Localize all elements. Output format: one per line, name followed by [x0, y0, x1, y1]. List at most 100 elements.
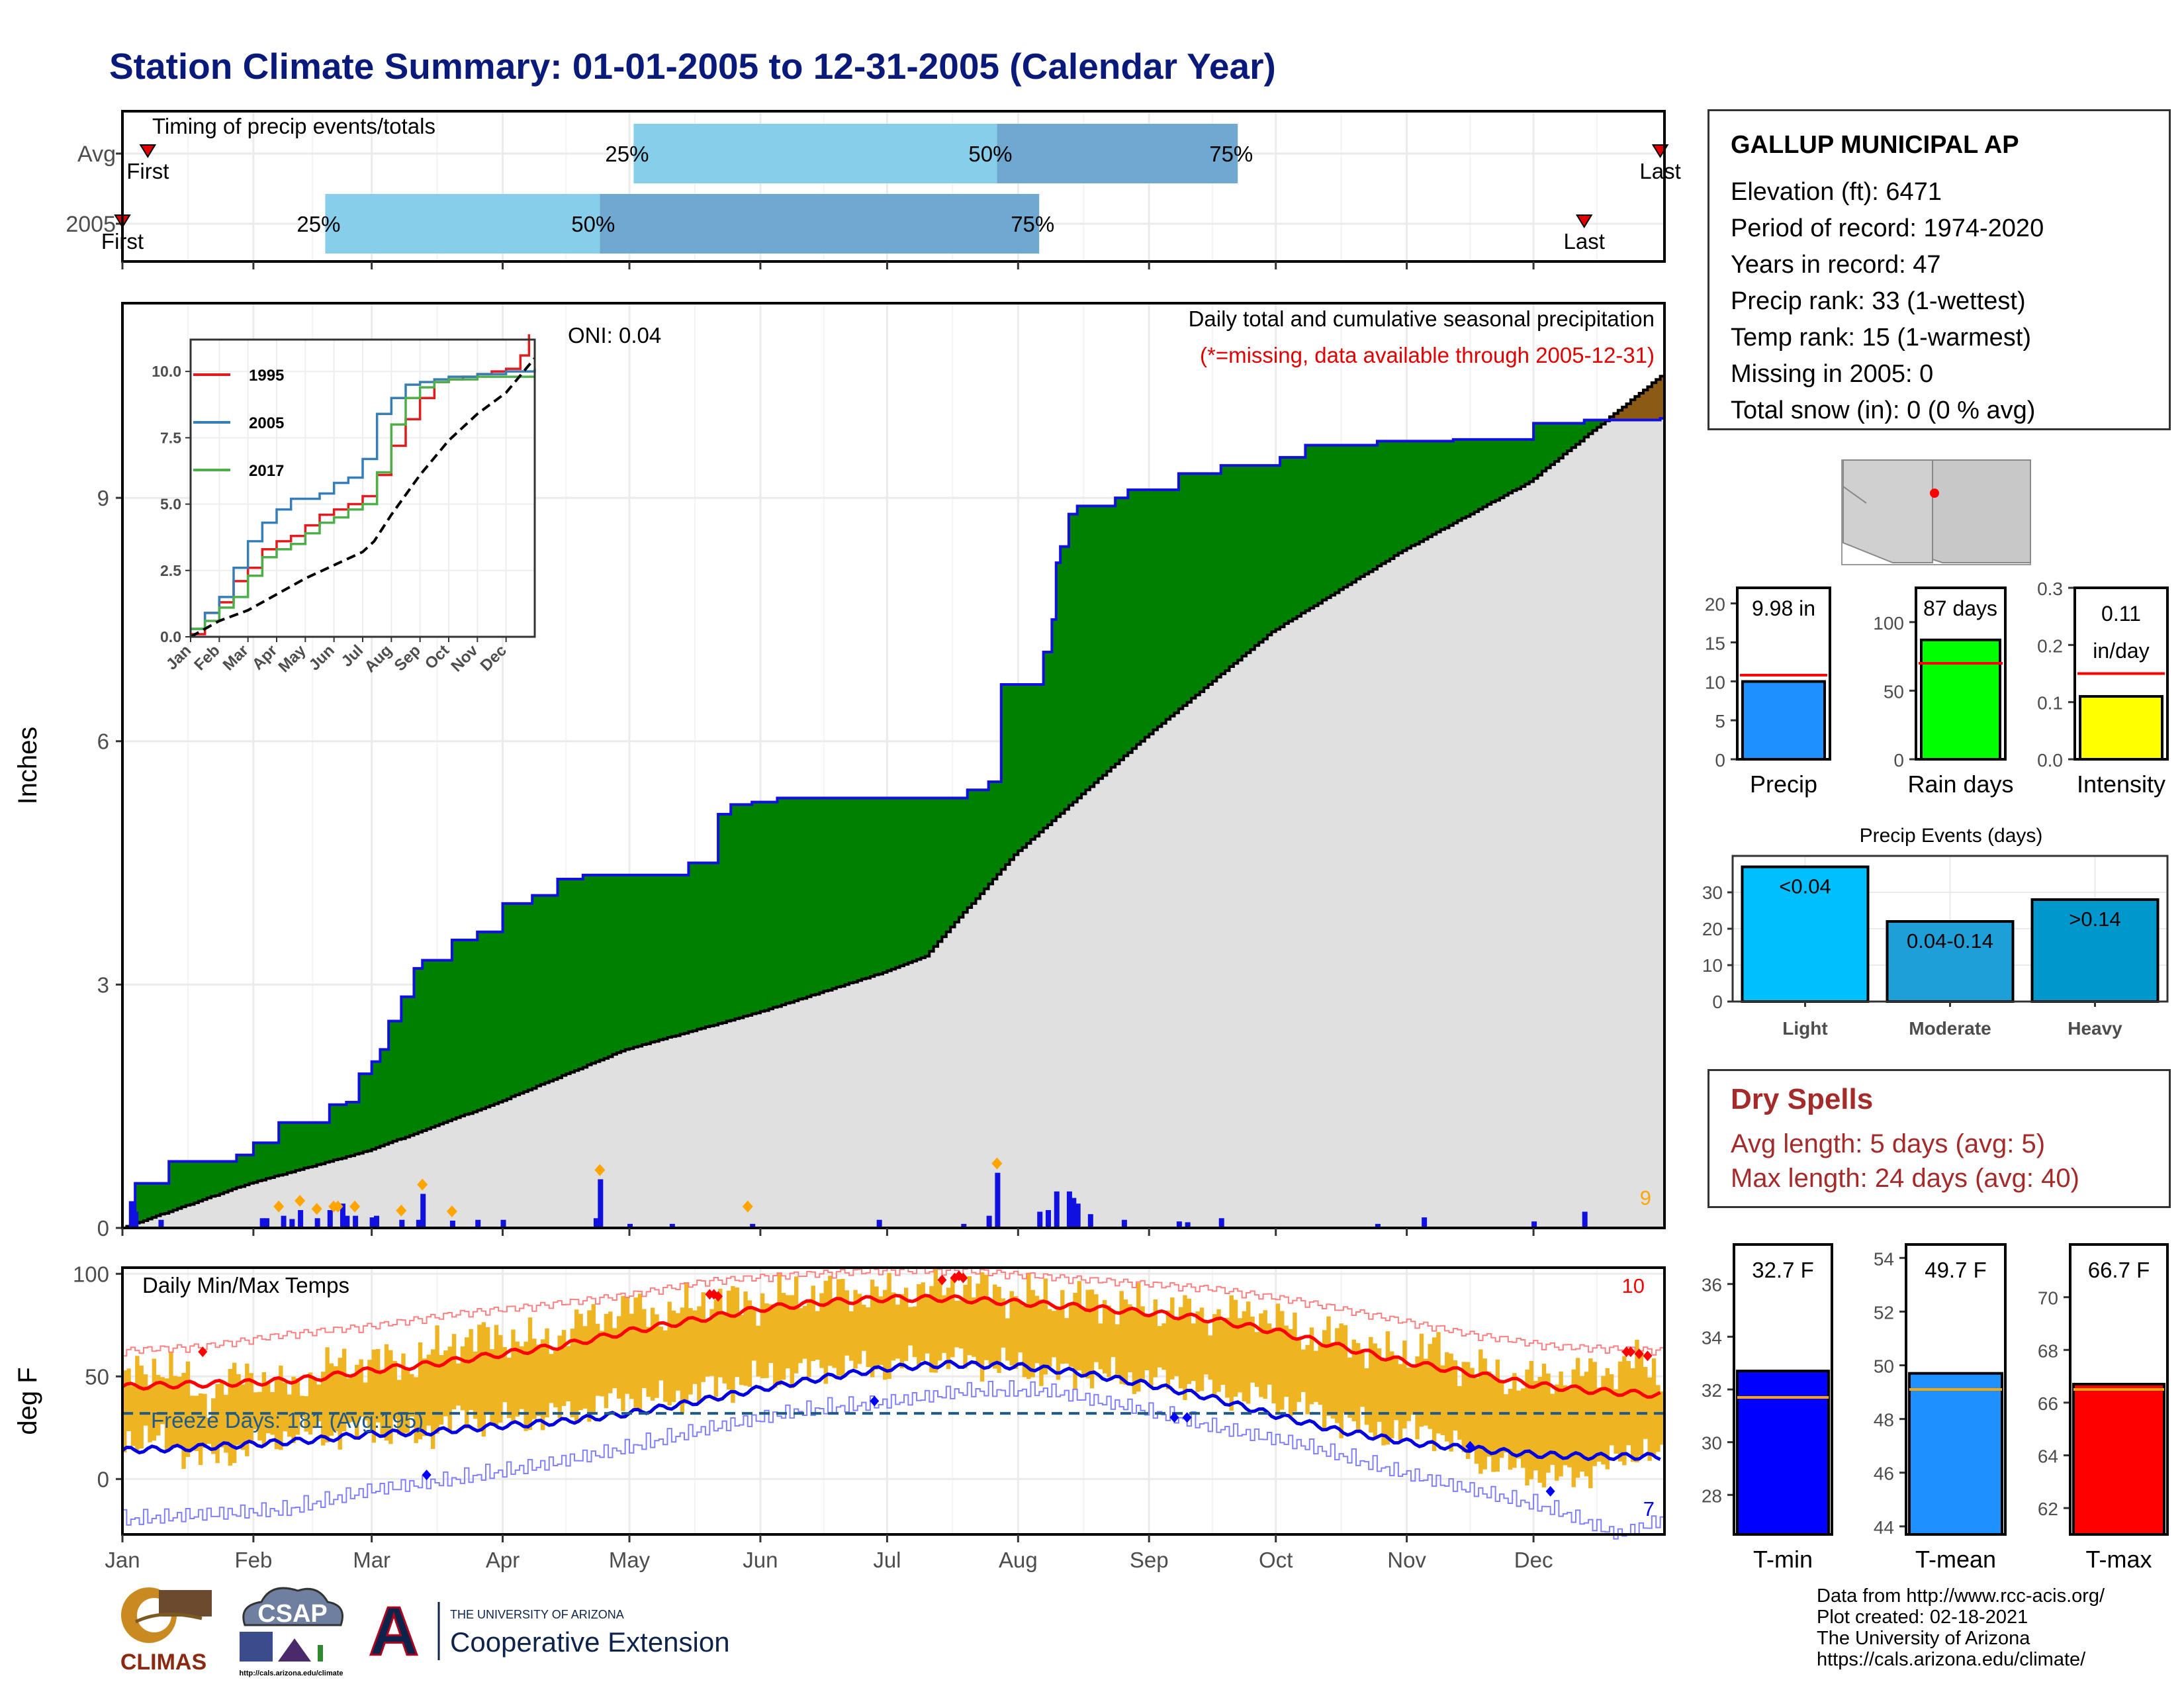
station-name: GALLUP MUNICIPAL AP [1731, 131, 2019, 159]
record-max-marker [958, 1272, 968, 1284]
y-tick-label: 0 [97, 1216, 109, 1241]
summary-bar-name: Rain days [1907, 771, 2013, 798]
temp-value-label: 49.7 F [1925, 1258, 1987, 1282]
y-tick-label: 64 [2038, 1446, 2058, 1467]
above-average-area [135, 420, 1610, 1223]
daily-precip-bar [475, 1219, 481, 1228]
y-tick-label: 52 [1874, 1302, 1894, 1323]
climas-logo: CLIMAS [109, 1582, 218, 1678]
ua-logo-big: Cooperative Extension [450, 1626, 730, 1658]
x-tick-label: May [609, 1548, 651, 1572]
inset-series-avg [190, 357, 536, 638]
precip-total-label: 9.98 in [1752, 596, 1815, 620]
ua-logo-small: THE UNIVERSITY OF ARIZONA [450, 1608, 624, 1621]
record-max-marker [198, 1346, 208, 1358]
y-tick-label: 10 [1705, 672, 1725, 692]
temp-bar-name: T-mean [1915, 1546, 1996, 1573]
y-tick-label: 9 [97, 486, 109, 510]
precip-subtitle: (*=missing, data available through 2005-… [1200, 343, 1655, 367]
daily-precip-bar [876, 1219, 882, 1228]
last-event-label: Last [1564, 229, 1605, 254]
dry-spells-title: Dry Spells [1731, 1083, 1874, 1115]
inset-y-tick-label: 5.0 [160, 496, 181, 513]
precip-events-chart: Precip Events (days) 0 10 20 30 <0.04 Light 0.0… [1702, 825, 2169, 1039]
event-category-label: Light [1782, 1018, 1827, 1039]
rain-days-label: 87 days [1923, 596, 1997, 620]
timing-bar-25-50 [325, 194, 600, 254]
daily-precip-bar [340, 1203, 345, 1228]
daily-precip-bar [264, 1218, 270, 1228]
temps-frame [121, 1266, 1666, 1536]
station-snow: Total snow (in): 0 (0 % avg) [1731, 397, 2036, 424]
temp-value-label: 66.7 F [2088, 1258, 2150, 1282]
arizona-shape [1843, 459, 1933, 563]
inset-y-tick-label: 7.5 [160, 429, 181, 446]
csap-logo-graphic: CSAP http://cals.arizona.edu/climate [239, 1587, 343, 1677]
record-min-line [122, 1380, 1664, 1540]
x-tick-label: Jan [105, 1548, 140, 1572]
daily-precip-bar [593, 1218, 599, 1228]
dry-spells-avg: Avg length: 5 days (avg: 5) [1731, 1129, 2046, 1158]
dry-spells-max: Max length: 24 days (avg: 40) [1731, 1164, 2079, 1193]
extreme-precip-marker [742, 1200, 753, 1213]
daily-precip-bar [344, 1215, 350, 1228]
daily-precip-bar [158, 1219, 164, 1228]
station-years: Years in record: 47 [1731, 251, 1941, 279]
daily-precip-bar [1218, 1218, 1224, 1228]
x-tick-label: Feb [234, 1548, 272, 1572]
timing-bar-50-75 [600, 194, 1040, 254]
daily-precip-bar [298, 1210, 304, 1228]
daily-precip-bar [669, 1223, 675, 1228]
summary-bar-name: Precip [1750, 771, 1817, 798]
temp-bar-t-min [1736, 1370, 1830, 1536]
daily-precip-bar [259, 1218, 265, 1228]
extreme-precip-marker [311, 1203, 322, 1215]
daily-precip-bar [1075, 1203, 1081, 1228]
x-tick-label: Jul [873, 1548, 901, 1572]
precip-ylabel: Inches [13, 727, 42, 805]
events-title: Precip Events (days) [1860, 825, 2043, 847]
max-count-label: 10 [1622, 1274, 1645, 1297]
avg-tmin-line [121, 1360, 1661, 1462]
station-precip-rank: Precip rank: 33 (1-wettest) [1731, 287, 2026, 315]
y-tick-label: 0 [1893, 750, 1904, 771]
record-min-marker [1465, 1440, 1475, 1452]
timing-pct-label: 50% [968, 142, 1012, 166]
y-tick-label: 34 [1702, 1327, 1722, 1348]
station-period: Period of record: 1974-2020 [1731, 214, 2044, 242]
event-bar-heavy [2030, 898, 2160, 1003]
daily-precip-bar [995, 1172, 1001, 1228]
intensity-label: 0.11 in/day [2093, 602, 2149, 663]
extreme-precip-marker [332, 1200, 343, 1213]
timing-row-label: Avg [77, 142, 116, 167]
y-tick-label: 0.0 [2037, 750, 2063, 771]
event-category-label: Heavy [2068, 1018, 2122, 1039]
daily-precip-bar [1422, 1217, 1428, 1228]
y-tick-label: 44 [1874, 1517, 1894, 1538]
temps-title: Daily Min/Max Temps [142, 1273, 349, 1297]
y-tick-label: 0 [1712, 992, 1723, 1012]
daily-precip-bar [420, 1194, 426, 1228]
climas-logo-graphic: CLIMAS [120, 1587, 212, 1675]
y-tick-label: 70 [2038, 1288, 2058, 1309]
y-tick-label: 0.1 [2037, 693, 2063, 714]
daily-precip-bar [1054, 1191, 1060, 1228]
y-tick-label: 5 [1715, 711, 1725, 731]
temp-bar-t-max [2072, 1383, 2165, 1536]
extreme-precip-marker [349, 1200, 361, 1213]
summary-bar-intensity [2079, 695, 2163, 761]
csap-logo: CSAP http://cals.arizona.edu/climate [232, 1579, 351, 1678]
daily-precip-bar [1071, 1197, 1077, 1228]
temp-bar-name: T-max [2085, 1546, 2152, 1573]
timing-pct-label: 25% [605, 142, 649, 166]
inset-legend-label: 2017 [249, 462, 284, 480]
daily-precip-bar [1531, 1221, 1537, 1228]
daily-temp-range-bars [122, 1267, 1664, 1489]
y-tick-label: 50 [85, 1364, 109, 1389]
avg-cumulative-area [122, 376, 1664, 1228]
inset-series-2017 [191, 375, 535, 630]
freeze-days-label: Freeze Days: 181 (Avg:195) [151, 1408, 424, 1432]
extreme-precip-marker [991, 1157, 1003, 1170]
